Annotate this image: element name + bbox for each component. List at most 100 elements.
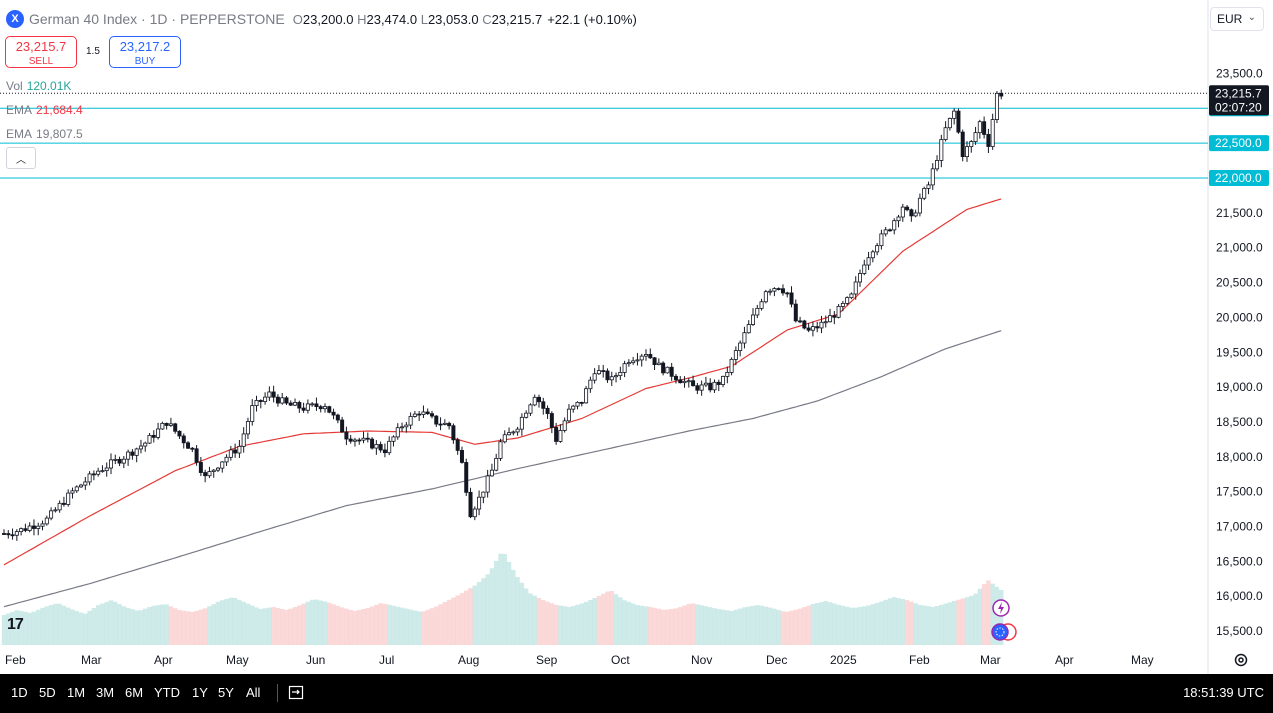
range-5d[interactable]: 5D bbox=[39, 685, 56, 700]
range-5y[interactable]: 5Y bbox=[218, 685, 234, 700]
candle-body bbox=[455, 439, 460, 451]
candle-body bbox=[502, 434, 507, 443]
range-3m[interactable]: 3M bbox=[96, 685, 115, 700]
volume-bar bbox=[699, 605, 704, 645]
sell-button[interactable]: 23,215.7 SELL bbox=[5, 36, 77, 68]
lightning-icon[interactable] bbox=[992, 599, 1010, 617]
volume-bar bbox=[387, 604, 392, 645]
range-1y[interactable]: 1Y bbox=[192, 685, 208, 700]
currency-select[interactable]: EUR ⌄ bbox=[1210, 7, 1264, 31]
ema-fast-line bbox=[3, 198, 1002, 566]
candle-body bbox=[442, 422, 447, 425]
candle-body bbox=[27, 525, 32, 531]
volume-bar bbox=[789, 610, 794, 645]
toolbar-divider bbox=[277, 684, 278, 702]
candle-body bbox=[947, 117, 952, 129]
price-chart[interactable]: 23,500.023,000.022,500.022,000.021,500.0… bbox=[0, 0, 1273, 674]
volume-bar bbox=[228, 597, 234, 645]
volume-bar bbox=[643, 606, 649, 645]
volume-indicator-name: Vol bbox=[6, 79, 23, 93]
candle-body bbox=[524, 412, 529, 418]
volume-bar bbox=[545, 601, 550, 645]
range-all[interactable]: All bbox=[246, 685, 261, 700]
candle-body bbox=[241, 433, 246, 447]
candle-body bbox=[233, 449, 238, 454]
volume-bar bbox=[241, 601, 246, 645]
volume-bar bbox=[930, 606, 935, 645]
volume-bar bbox=[883, 599, 888, 645]
volume-bar bbox=[408, 609, 413, 645]
collapse-legend-button[interactable]: ︿ bbox=[6, 147, 36, 169]
candle-body bbox=[485, 475, 490, 493]
volume-bar bbox=[374, 604, 379, 645]
candle-body bbox=[759, 301, 764, 309]
symbol-logo-icon[interactable]: X bbox=[6, 10, 24, 28]
candle-body bbox=[913, 212, 918, 217]
candle-body bbox=[566, 408, 571, 422]
volume-bar bbox=[601, 593, 606, 645]
volume-bar bbox=[896, 598, 901, 645]
buy-button[interactable]: 23,217.2 BUY bbox=[109, 36, 181, 68]
events-icon[interactable] bbox=[989, 622, 1019, 642]
range-1m[interactable]: 1M bbox=[67, 685, 86, 700]
volume-bar bbox=[305, 601, 311, 645]
utc-clock[interactable]: 18:51:39 UTC bbox=[1183, 685, 1264, 700]
candle-body bbox=[160, 422, 165, 430]
ema-slow-indicator[interactable]: EMA 19,807.5 bbox=[6, 127, 83, 141]
candle-body bbox=[738, 342, 743, 351]
chevron-up-icon: ︿ bbox=[16, 154, 26, 166]
volume-indicator[interactable]: Vol 120.01K bbox=[6, 79, 71, 93]
volume-bar bbox=[630, 603, 636, 645]
volume-bar bbox=[215, 601, 221, 645]
ema-fast-indicator[interactable]: EMA 21,684.4 bbox=[6, 103, 83, 117]
candle-body bbox=[780, 288, 785, 294]
candle-body bbox=[776, 288, 781, 290]
candle-body bbox=[434, 415, 439, 425]
candle-body bbox=[703, 382, 708, 386]
candle-body bbox=[810, 326, 815, 331]
volume-bar bbox=[468, 588, 473, 645]
ema-slow-name: EMA bbox=[6, 127, 33, 141]
volume-bar bbox=[892, 597, 897, 645]
ohlc-values: O23,200.0 H23,474.0 L23,053.0 C23,215.7 bbox=[293, 12, 542, 27]
volume-bar bbox=[686, 603, 691, 645]
candle-body bbox=[708, 382, 713, 391]
range-6m[interactable]: 6M bbox=[125, 685, 144, 700]
candle-body bbox=[956, 110, 961, 133]
candle-body bbox=[682, 380, 687, 384]
volume-bar bbox=[862, 606, 867, 645]
y-tick-label: 17,000.0 bbox=[1216, 520, 1263, 534]
volume-bar bbox=[66, 607, 71, 645]
volume-bar bbox=[344, 608, 349, 645]
volume-bar bbox=[438, 604, 443, 645]
candle-body bbox=[400, 426, 405, 429]
range-ytd[interactable]: YTD bbox=[154, 685, 180, 700]
high-label: H bbox=[357, 11, 367, 27]
volume-bar bbox=[716, 609, 721, 645]
volume-bar bbox=[481, 578, 486, 645]
volume-bar bbox=[476, 581, 482, 645]
volume-bar bbox=[836, 604, 841, 645]
candle-body bbox=[673, 375, 678, 381]
volume-bar bbox=[951, 600, 957, 645]
volume-bar bbox=[562, 606, 567, 645]
buy-label: BUY bbox=[134, 56, 156, 67]
ema-fast-name: EMA bbox=[6, 103, 33, 117]
volume-bar bbox=[168, 606, 174, 645]
go-to-date-icon[interactable] bbox=[288, 684, 304, 700]
candle-body bbox=[532, 396, 537, 406]
settings-gear-icon[interactable] bbox=[1233, 652, 1249, 668]
volume-bar bbox=[588, 599, 593, 645]
volume-bar bbox=[44, 606, 49, 645]
volume-bar bbox=[810, 603, 816, 645]
tradingview-logo[interactable]: 17 bbox=[7, 616, 24, 633]
x-tick-label: Apr bbox=[154, 653, 173, 667]
candle-body bbox=[982, 121, 987, 135]
y-tick-label: 20,500.0 bbox=[1216, 276, 1263, 290]
volume-bar bbox=[622, 600, 627, 645]
range-1d[interactable]: 1D bbox=[11, 685, 28, 700]
volume-bar bbox=[678, 607, 683, 645]
symbol-title[interactable]: German 40 Index · 1D · PEPPERSTONE bbox=[29, 11, 285, 27]
volume-bar bbox=[143, 608, 148, 645]
candle-body bbox=[173, 423, 178, 432]
